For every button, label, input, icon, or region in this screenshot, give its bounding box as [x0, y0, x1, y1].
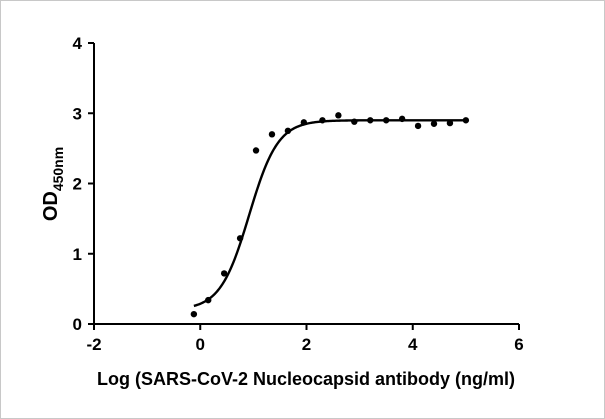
y-tick-label: 3: [73, 104, 82, 123]
x-tick-label: 6: [514, 335, 523, 354]
x-axis-title: Log (SARS-CoV-2 Nucleocapsid antibody (n…: [97, 369, 515, 389]
data-point: [351, 118, 358, 125]
data-point: [284, 127, 292, 135]
data-point: [367, 117, 374, 124]
data-point: [335, 112, 342, 119]
y-axis-title-subscript: 450nm: [50, 147, 66, 191]
x-tick-label: 4: [408, 335, 418, 354]
data-point: [190, 310, 198, 318]
y-axis-title: OD450nm: [40, 147, 66, 221]
data-point: [252, 147, 260, 154]
data-point: [382, 117, 390, 124]
y-tick-label: 1: [73, 245, 82, 264]
data-point: [220, 270, 228, 277]
data-points: [190, 112, 470, 318]
axes: [93, 43, 519, 325]
data-point: [205, 296, 212, 304]
data-point: [446, 119, 454, 127]
data-point: [430, 120, 438, 127]
x-tick-label: 2: [302, 335, 311, 354]
x-tick-label: 0: [196, 335, 205, 354]
data-point: [268, 131, 276, 138]
y-tick-label: 4: [73, 34, 83, 53]
data-point: [462, 117, 470, 124]
fit-curve: [193, 119, 466, 308]
data-point: [300, 119, 308, 126]
data-point: [319, 117, 326, 124]
x-tick-label: -2: [86, 335, 101, 354]
data-point: [398, 115, 406, 123]
data-point: [236, 235, 244, 242]
y-axis-title-main: OD: [40, 191, 62, 221]
y-tick-label: 2: [73, 175, 82, 194]
y-tick-label: 0: [73, 315, 82, 334]
data-point: [414, 122, 422, 130]
